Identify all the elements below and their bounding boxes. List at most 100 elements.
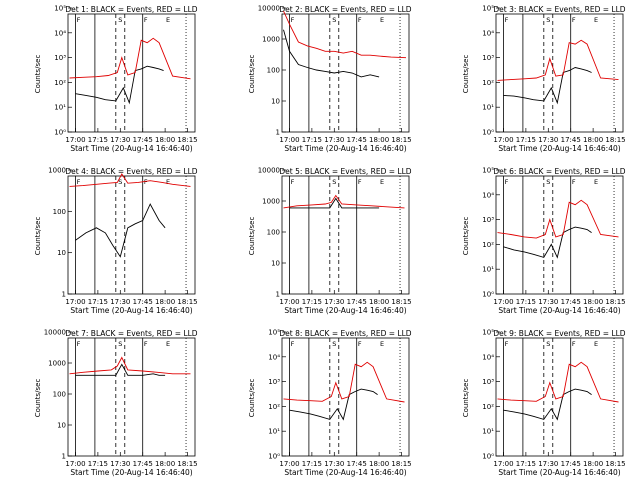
series-line-events — [75, 363, 166, 376]
plot-frame — [495, 13, 624, 133]
x-tick-label: 17:45 — [133, 460, 153, 468]
series-line-lld — [497, 39, 619, 81]
x-tick-label: 17:15 — [516, 298, 536, 306]
y-tick-label: 10² — [268, 403, 280, 411]
y-tick-label: 10 — [271, 98, 280, 106]
marker-letter: F — [358, 340, 362, 348]
marker-letter: F — [144, 340, 148, 348]
x-tick-label: 17:15 — [88, 298, 108, 306]
x-axis-label: Start Time (20-Aug-14 16:46:40) — [284, 144, 406, 153]
plot-frame — [281, 337, 410, 457]
plot-frame — [67, 337, 196, 457]
y-tick-label: 10³ — [482, 216, 494, 224]
y-axis-label: Counts/sec — [34, 217, 42, 256]
x-axis-label: Start Time (20-Aug-14 16:46:40) — [498, 468, 620, 477]
marker-letter: S — [332, 16, 336, 24]
plot-frame — [67, 175, 196, 295]
y-tick-label: 10⁰ — [482, 291, 494, 299]
series-line-events — [283, 29, 380, 78]
y-tick-label: 10² — [482, 79, 494, 87]
y-tick-label: 10² — [482, 241, 494, 249]
x-axis-label: Start Time (20-Aug-14 16:46:40) — [70, 306, 192, 315]
marker-letter: F — [572, 340, 576, 348]
x-tick-label: 17:45 — [561, 460, 581, 468]
panel-det-7: Det 7: BLACK = Events, RED = LLD S F F E 1 10 1… — [34, 329, 198, 478]
x-tick-label: 17:00 — [65, 136, 85, 144]
x-tick-label: 17:45 — [347, 298, 367, 306]
y-tick-label: 10³ — [54, 54, 66, 62]
x-tick-label: 17:00 — [65, 460, 85, 468]
x-tick-label: 17:30 — [110, 298, 130, 306]
x-axis-label: Start Time (20-Aug-14 16:46:40) — [498, 144, 620, 153]
panel-title: Det 7: BLACK = Events, RED = LLD — [65, 329, 197, 338]
x-tick-label: 17:45 — [561, 136, 581, 144]
plot-frame — [67, 13, 196, 133]
series-line-lld — [497, 199, 619, 239]
y-tick-label: 100 — [53, 391, 66, 399]
y-tick-label: 10¹ — [54, 104, 66, 112]
marker-letter: S — [546, 340, 550, 348]
y-axis-label: Counts/sec — [34, 379, 42, 418]
x-tick-label: 17:30 — [538, 460, 558, 468]
marker-letter: F — [144, 16, 148, 24]
marker-letter: E — [166, 340, 170, 348]
x-tick-label: 18:00 — [155, 136, 175, 144]
panel-det-2: Det 2: BLACK = Events, RED = LLD S F F E 1 10 1… — [248, 5, 412, 154]
x-axis-label: Start Time (20-Aug-14 16:46:40) — [70, 144, 192, 153]
x-tick-label: 17:30 — [110, 136, 130, 144]
x-axis-label: Start Time (20-Aug-14 16:46:40) — [284, 306, 406, 315]
x-tick-label: 17:45 — [561, 298, 581, 306]
y-tick-label: 10¹ — [482, 266, 494, 274]
marker-letter: F — [505, 178, 509, 186]
y-tick-label: 10000 — [258, 5, 280, 13]
series-line-events — [75, 65, 164, 105]
x-axis-label: Start Time (20-Aug-14 16:46:40) — [70, 468, 192, 477]
marker-letter: E — [166, 178, 170, 186]
panel-det-4: Det 4: BLACK = Events, RED = LLD S F F E 1 10 1… — [34, 167, 198, 316]
y-tick-label: 10⁰ — [54, 129, 66, 137]
series-line-lld — [283, 194, 405, 209]
marker-letter: F — [77, 340, 81, 348]
y-axis-label: Counts/sec — [462, 217, 470, 256]
y-axis-label: Counts/sec — [248, 379, 256, 418]
y-tick-label: 10² — [54, 79, 66, 87]
marker-letter: S — [332, 178, 336, 186]
series-line-events — [503, 67, 592, 105]
y-axis-label: Counts/sec — [34, 55, 42, 94]
marker-letter: F — [505, 16, 509, 24]
marker-letter: F — [77, 16, 81, 24]
y-tick-label: 10¹ — [268, 428, 280, 436]
panel-title: Det 6: BLACK = Events, RED = LLD — [493, 167, 625, 176]
marker-letter: E — [380, 340, 384, 348]
y-tick-label: 10 — [271, 260, 280, 268]
x-tick-label: 18:15 — [605, 298, 625, 306]
y-tick-label: 10³ — [482, 378, 494, 386]
panel-title: Det 5: BLACK = Events, RED = LLD — [279, 167, 411, 176]
y-tick-label: 10⁴ — [482, 353, 494, 361]
x-tick-label: 18:15 — [391, 298, 411, 306]
marker-letter: F — [572, 16, 576, 24]
y-tick-label: 1 — [276, 129, 280, 137]
x-tick-label: 17:45 — [347, 460, 367, 468]
y-tick-label: 10000 — [258, 167, 280, 175]
series-line-events — [503, 388, 592, 421]
x-tick-label: 18:00 — [369, 298, 389, 306]
y-tick-label: 1 — [62, 453, 66, 461]
y-tick-label: 10³ — [482, 54, 494, 62]
y-axis-label: Counts/sec — [462, 379, 470, 418]
y-tick-label: 10³ — [268, 378, 280, 386]
y-tick-label: 10² — [482, 403, 494, 411]
marker-letter: E — [594, 178, 598, 186]
marker-letter: F — [505, 340, 509, 348]
y-tick-label: 10⁵ — [482, 329, 494, 337]
y-tick-label: 10⁴ — [54, 29, 66, 37]
marker-letter: S — [118, 16, 122, 24]
x-tick-label: 18:15 — [605, 136, 625, 144]
y-tick-label: 10⁴ — [482, 29, 494, 37]
plot-frame — [495, 337, 624, 457]
y-tick-label: 1000 — [262, 36, 280, 44]
series-line-lld — [497, 361, 619, 403]
y-tick-label: 10¹ — [482, 428, 494, 436]
marker-letter: E — [594, 340, 598, 348]
